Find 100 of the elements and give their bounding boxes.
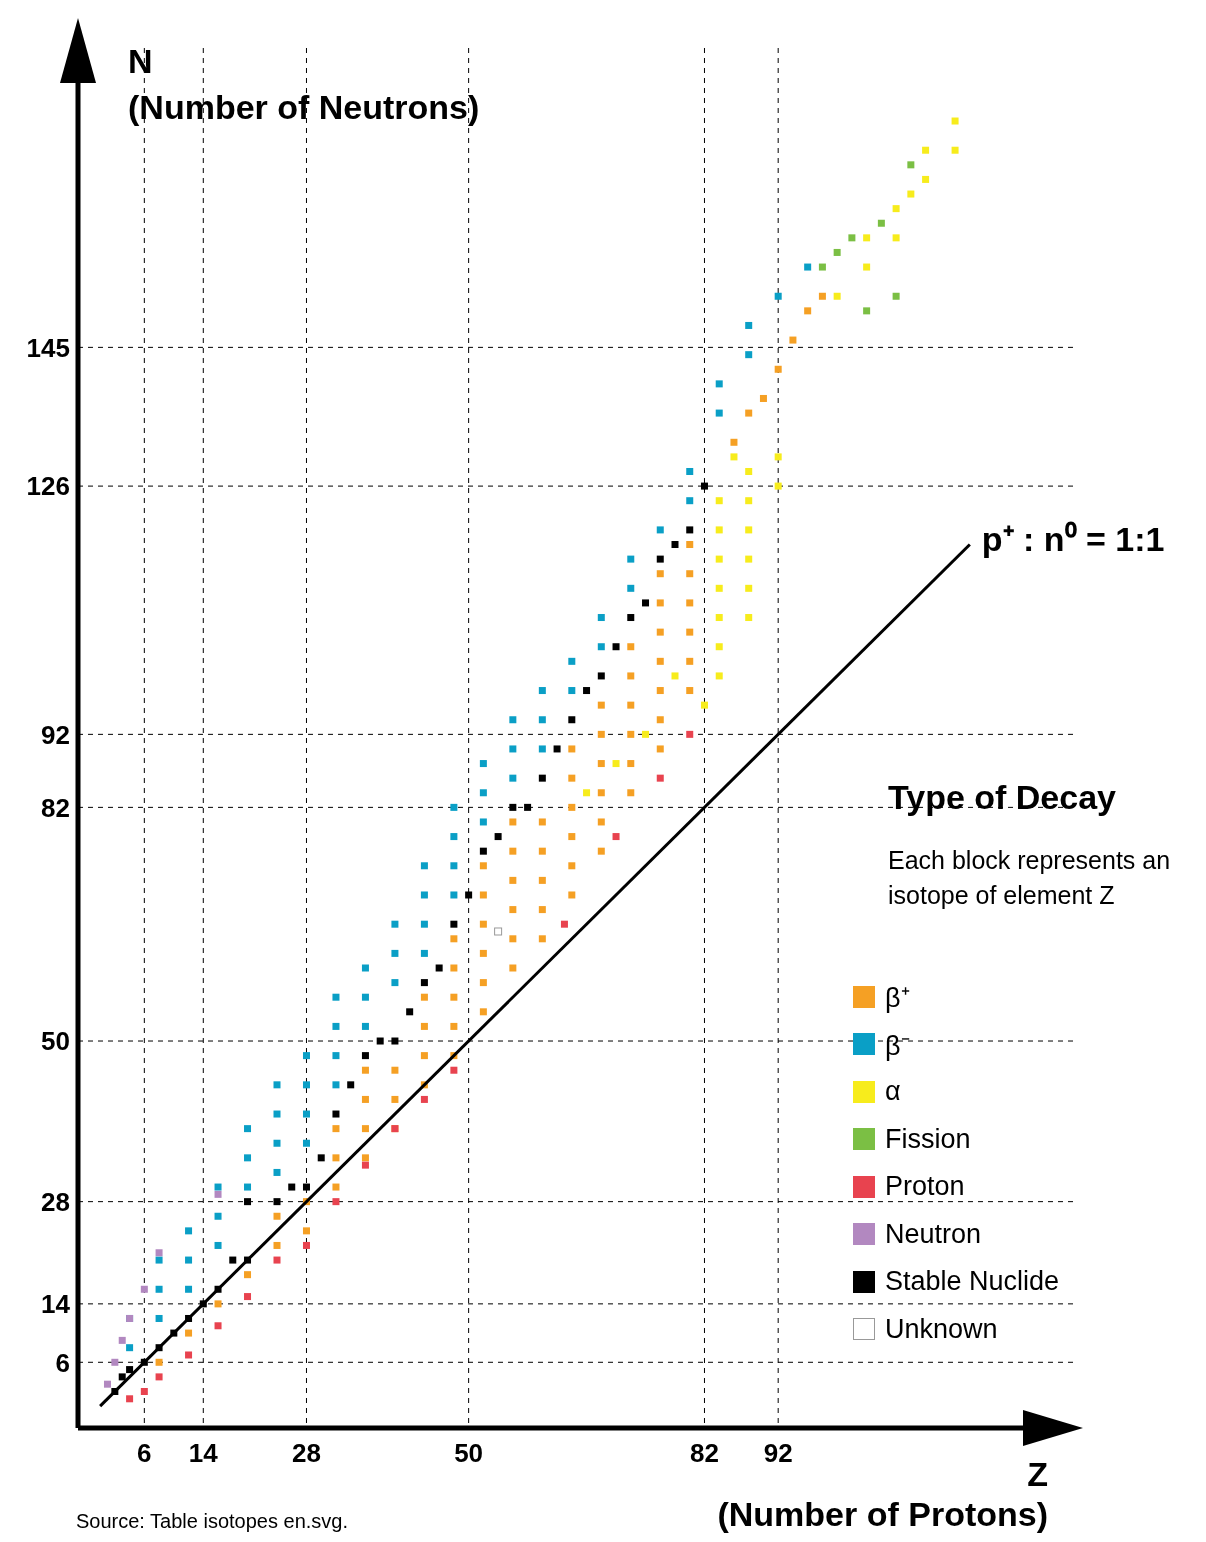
point — [612, 760, 620, 768]
point — [560, 920, 568, 928]
point — [494, 927, 503, 936]
point — [671, 672, 679, 680]
x-tick-label: 6 — [137, 1438, 152, 1469]
point — [892, 234, 900, 242]
point — [118, 1373, 126, 1381]
point — [627, 614, 635, 622]
point — [317, 1154, 325, 1162]
point — [922, 146, 930, 154]
point — [671, 541, 679, 549]
point — [863, 263, 871, 271]
point — [140, 1285, 148, 1293]
point — [745, 467, 753, 475]
point — [715, 672, 723, 680]
point — [494, 833, 502, 841]
point — [185, 1351, 193, 1359]
point — [126, 1395, 134, 1403]
x-tick-label: 14 — [188, 1438, 219, 1469]
point — [568, 716, 576, 724]
y-tick-label: 14 — [41, 1289, 71, 1320]
point — [479, 847, 487, 855]
point — [922, 175, 930, 183]
point — [118, 1336, 126, 1344]
point — [833, 292, 841, 300]
point — [538, 774, 546, 782]
point — [435, 964, 443, 972]
y-tick-label: 126 — [26, 471, 70, 502]
point — [332, 1110, 340, 1118]
point — [332, 1198, 340, 1206]
point — [656, 774, 664, 782]
point — [907, 190, 915, 198]
y-axis-title: N (Number of Neutrons) — [128, 41, 480, 128]
point — [715, 526, 723, 534]
point — [715, 643, 723, 651]
point — [848, 234, 856, 242]
annotation: p⁺ : n⁰ = 1:1 — [981, 518, 1165, 560]
point — [140, 1387, 148, 1395]
point — [273, 1198, 281, 1206]
point — [715, 584, 723, 592]
point — [583, 687, 591, 695]
point — [111, 1358, 119, 1366]
point — [126, 1366, 134, 1374]
legend-label: Neutron — [885, 1218, 982, 1250]
point — [361, 1052, 369, 1060]
point — [612, 643, 620, 651]
point — [715, 614, 723, 622]
y-tick-label: 92 — [41, 719, 70, 750]
x-tick-label: 50 — [454, 1438, 484, 1469]
point — [465, 891, 473, 899]
point — [583, 789, 591, 797]
point — [302, 1241, 310, 1249]
legend-label: Unknown — [885, 1313, 998, 1345]
point — [347, 1081, 355, 1089]
point — [553, 745, 561, 753]
point — [863, 307, 871, 315]
point — [524, 803, 532, 811]
point — [302, 1183, 310, 1191]
point — [892, 205, 900, 213]
point — [155, 1373, 163, 1381]
point — [450, 920, 458, 928]
point — [420, 1095, 428, 1103]
point — [420, 979, 428, 987]
point — [863, 234, 871, 242]
point — [244, 1293, 252, 1301]
point — [288, 1183, 296, 1191]
point — [833, 248, 841, 256]
point — [715, 497, 723, 505]
point — [951, 117, 959, 125]
point — [103, 1380, 111, 1388]
legend-label: α — [885, 1076, 901, 1108]
point — [376, 1037, 384, 1045]
point — [273, 1256, 281, 1264]
point — [730, 453, 738, 461]
point — [450, 1066, 458, 1074]
y-tick-label: 82 — [41, 792, 70, 823]
point — [745, 555, 753, 563]
legend-label: Proton — [885, 1171, 965, 1203]
point — [406, 1008, 414, 1016]
point — [715, 555, 723, 563]
point — [700, 701, 708, 709]
legend-label: Stable Nuclide — [885, 1266, 1060, 1298]
y-tick-label: 6 — [55, 1347, 70, 1378]
point — [155, 1249, 163, 1257]
y-tick-label: 28 — [41, 1186, 70, 1217]
point — [656, 555, 664, 563]
point — [818, 263, 826, 271]
point — [745, 497, 753, 505]
point — [892, 292, 900, 300]
point — [229, 1256, 237, 1264]
point — [745, 584, 753, 592]
legend-title: Type of Decay — [888, 778, 1117, 817]
point — [214, 1190, 222, 1198]
y-tick-label: 145 — [26, 332, 70, 363]
point — [612, 833, 620, 841]
source-note: Source: Table isotopes en.svg. — [76, 1510, 349, 1533]
point — [774, 482, 782, 490]
point — [774, 453, 782, 461]
x-tick-label: 28 — [292, 1438, 321, 1469]
point — [877, 219, 885, 227]
